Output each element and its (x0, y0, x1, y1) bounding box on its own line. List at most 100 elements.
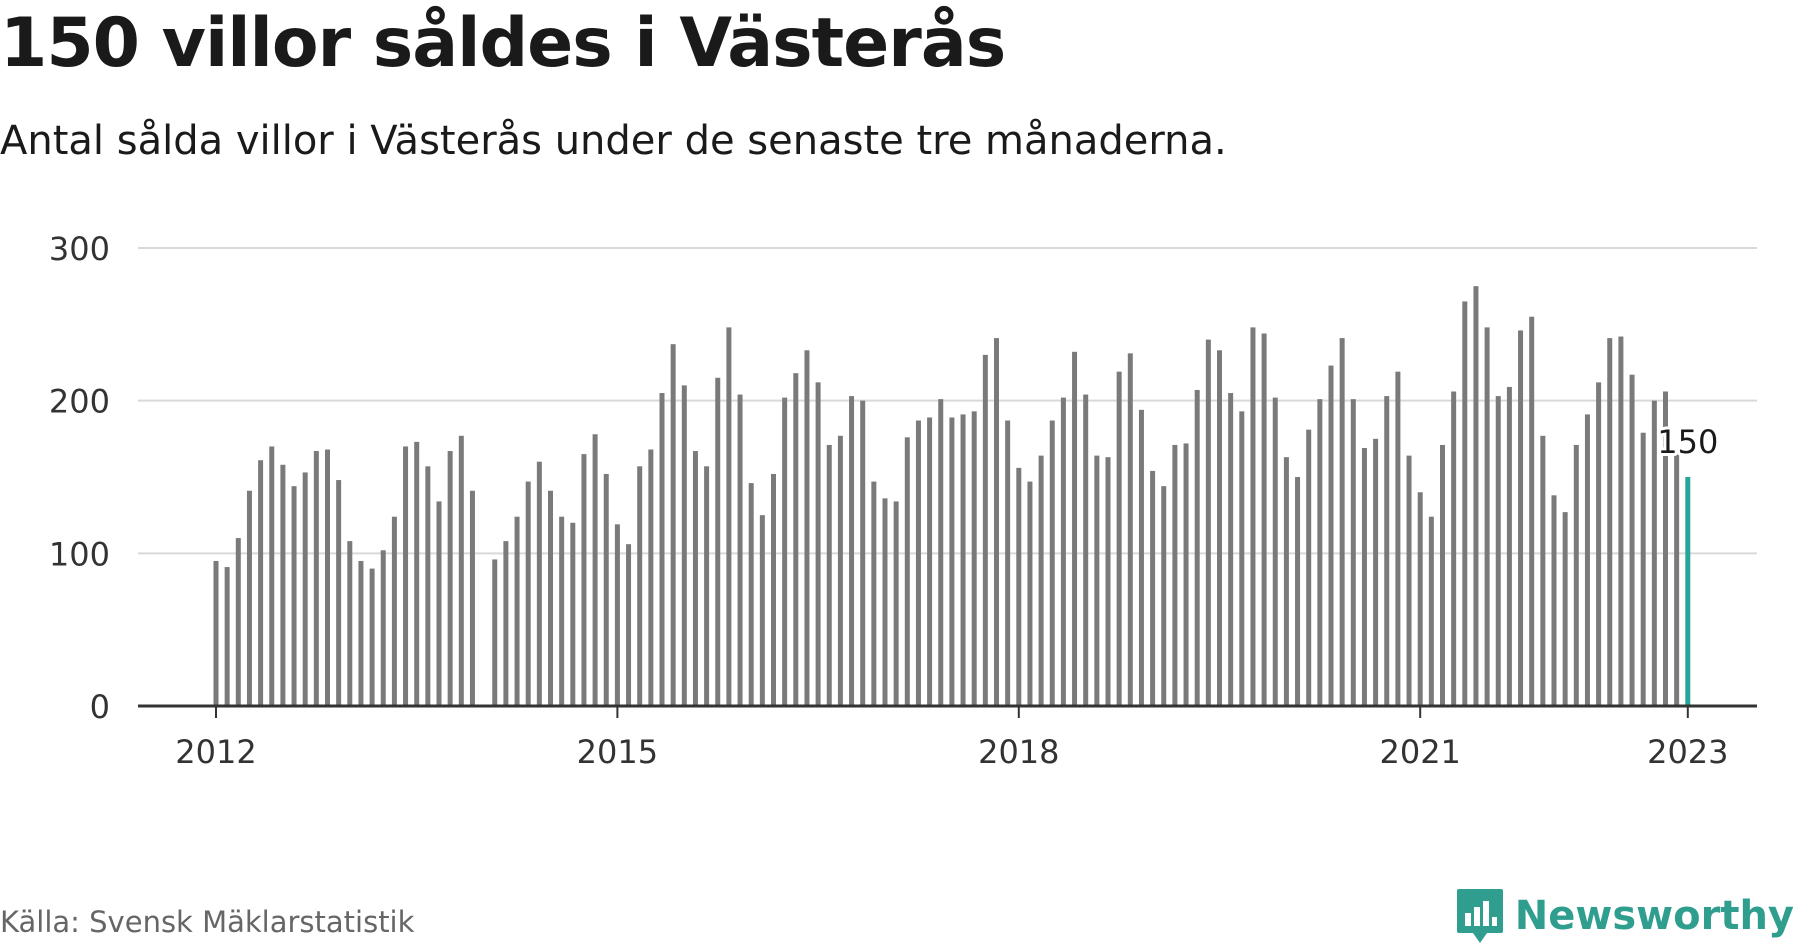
bar (860, 400, 866, 706)
bar (1295, 477, 1301, 706)
bar (1484, 327, 1490, 706)
bar (525, 481, 531, 706)
bar (1194, 389, 1200, 706)
bar (826, 444, 832, 706)
gridlines (138, 247, 1757, 555)
bar (1451, 391, 1457, 706)
bar (1651, 400, 1657, 706)
bar (536, 461, 542, 706)
newsworthy-logo-icon (1456, 889, 1503, 943)
brand-logo: Newsworthy (1455, 886, 1794, 946)
bar (1217, 350, 1222, 706)
bar (681, 385, 687, 706)
bar (1596, 382, 1602, 706)
bar (893, 501, 899, 706)
bar (1261, 333, 1267, 706)
bar (325, 449, 330, 706)
x-tick-label: 2023 (1647, 733, 1728, 771)
bar (882, 498, 888, 706)
bar (1283, 457, 1289, 706)
bar (1239, 411, 1245, 706)
bar (670, 344, 676, 706)
bar (771, 473, 776, 706)
bar (871, 481, 877, 706)
bar (492, 559, 498, 706)
bar (1083, 394, 1089, 706)
bar (938, 399, 944, 706)
bar (559, 516, 565, 706)
bar (1350, 399, 1356, 706)
bar (1495, 396, 1501, 706)
bar (213, 560, 219, 706)
bar (1361, 447, 1367, 706)
bar (704, 466, 710, 706)
bar (358, 560, 364, 706)
bar (1049, 420, 1055, 706)
bar (1150, 470, 1156, 706)
bar (1384, 396, 1390, 706)
chart-subtitle: Antal sålda villor i Västerås under de s… (0, 118, 1227, 164)
bar (1640, 432, 1646, 706)
bar (804, 350, 810, 706)
bar (1663, 391, 1668, 706)
bar (726, 327, 732, 706)
bar (1127, 353, 1133, 706)
bar (1060, 397, 1066, 706)
bar (637, 466, 643, 706)
bar (224, 567, 230, 706)
bar (503, 541, 509, 706)
bar (347, 541, 353, 706)
bar (1116, 371, 1122, 706)
bar (425, 466, 431, 706)
bar (1440, 444, 1445, 706)
bar (982, 354, 988, 706)
bar (514, 516, 520, 706)
bar (581, 454, 587, 706)
bar (1205, 339, 1211, 706)
bar (1506, 386, 1512, 706)
bar (469, 490, 475, 706)
bar (336, 480, 342, 706)
bar (837, 435, 843, 706)
bar (369, 568, 375, 706)
bar (235, 538, 241, 706)
bar (246, 490, 252, 706)
bar (692, 451, 698, 706)
bar (1562, 512, 1568, 706)
bar (258, 460, 264, 706)
bar (603, 473, 609, 706)
bar (1518, 330, 1524, 706)
bar (1027, 481, 1033, 706)
bar (1161, 486, 1167, 706)
bar (1005, 420, 1011, 706)
bar (280, 464, 286, 706)
highlight-bar (1685, 477, 1691, 706)
bar (759, 515, 765, 706)
y-tick-label: 300 (49, 230, 110, 268)
bar (1317, 399, 1323, 706)
bar (1016, 467, 1022, 706)
y-tick-label: 100 (49, 535, 110, 573)
bar (1339, 338, 1345, 706)
bar (904, 437, 910, 706)
bar (949, 417, 955, 706)
bar (1138, 409, 1144, 706)
x-tick-label: 2018 (978, 733, 1059, 771)
bar (1573, 444, 1579, 706)
bar (1072, 351, 1078, 706)
bar (592, 434, 598, 706)
bar (269, 446, 275, 706)
bar (380, 550, 386, 706)
bar (548, 490, 553, 706)
bar (1551, 495, 1557, 706)
bar-chart: 0 100 200 300 2012 2015 2018 2021 2023 150 (49, 230, 1757, 771)
bar (1373, 438, 1379, 706)
source-note: Källa: Svensk Mäklarstatistik (0, 905, 415, 939)
bar (1328, 365, 1334, 706)
labels: 0 100 200 300 2012 2015 2018 2021 2023 150 (49, 230, 1729, 771)
bar (614, 524, 620, 706)
bar (436, 501, 442, 706)
bar (648, 449, 654, 706)
bar (1406, 455, 1412, 706)
bar (570, 522, 576, 706)
